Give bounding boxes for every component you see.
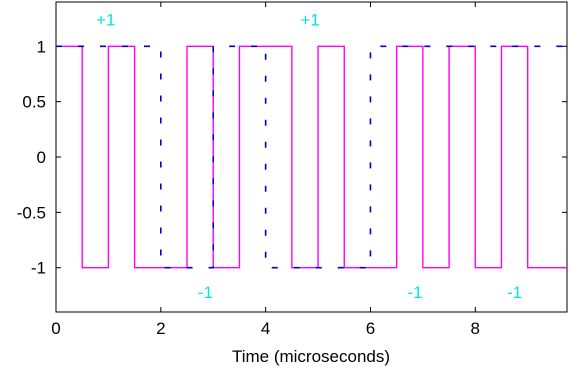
y-tick-label: 0.5 xyxy=(22,93,46,112)
y-tick-label: -1 xyxy=(31,259,46,278)
y-tick-label: 1 xyxy=(37,37,46,56)
annotations: +1 -1 +1 -1 -1 xyxy=(96,11,522,302)
x-tick-label: 0 xyxy=(51,319,60,338)
x-tick-label: 8 xyxy=(471,319,480,338)
annotation-label: +1 xyxy=(300,11,319,30)
x-tick-label: 4 xyxy=(261,319,270,338)
annotation-label: -1 xyxy=(507,283,522,302)
x-tick-label: 6 xyxy=(366,319,375,338)
x-tick-label: 2 xyxy=(156,319,165,338)
annotation-label: +1 xyxy=(96,11,115,30)
y-tick-label: -0.5 xyxy=(17,203,46,222)
series-group xyxy=(56,45,567,269)
series-line-1 xyxy=(56,45,567,269)
annotation-label: -1 xyxy=(198,283,213,302)
plot-area xyxy=(55,1,568,313)
y-tick-label: 0 xyxy=(37,148,46,167)
annotation-label: -1 xyxy=(407,283,422,302)
x-axis-label: Time (microseconds) xyxy=(232,347,390,366)
